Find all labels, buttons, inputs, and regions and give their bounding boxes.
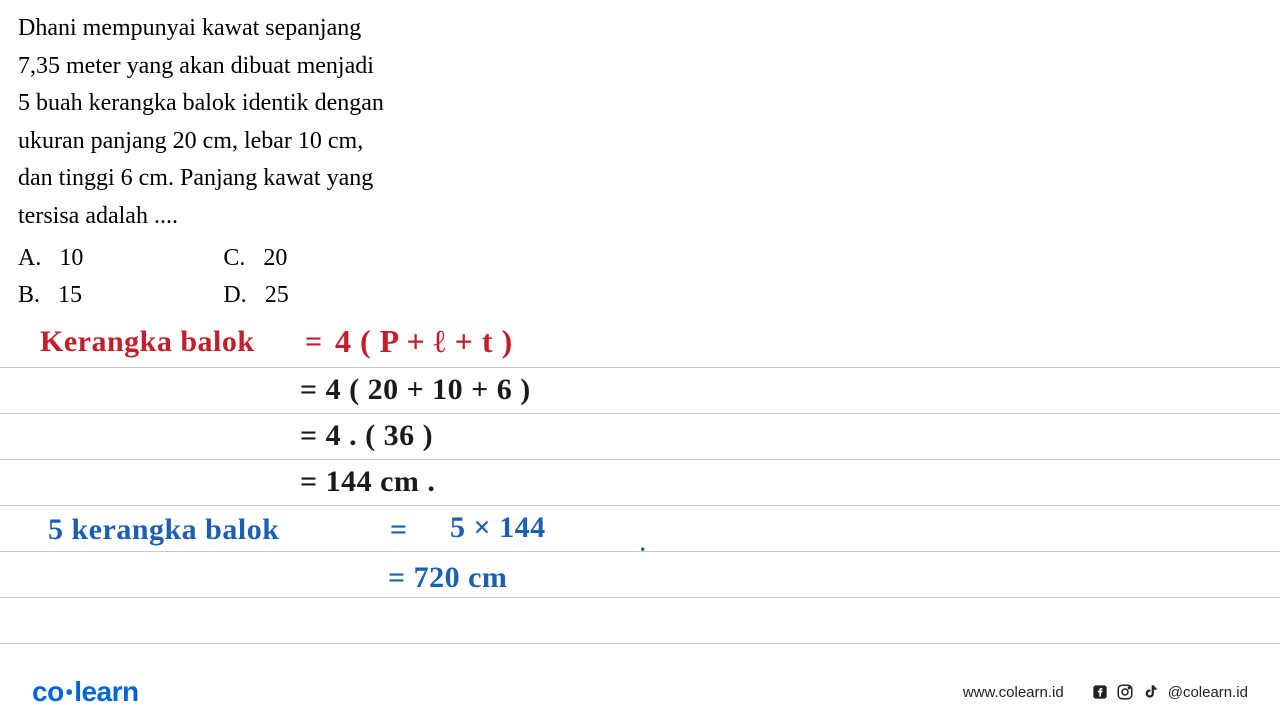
- tiktok-icon: [1142, 683, 1160, 701]
- rule-line: [0, 643, 1280, 644]
- option-letter: A.: [18, 242, 41, 276]
- hand-eq-5: =: [390, 513, 408, 547]
- instagram-icon: [1116, 683, 1134, 701]
- option-b: B. 15: [18, 279, 83, 313]
- footer-url: www.colearn.id: [963, 684, 1064, 701]
- hand-dot: .: [640, 531, 646, 557]
- hand-expr-1: 4 ( P + ℓ + t ): [335, 323, 513, 360]
- question-block: Dhani mempunyai kawat sepanjang 7,35 met…: [0, 0, 1280, 313]
- rule-line: [0, 367, 1280, 368]
- rule-line: [0, 597, 1280, 598]
- footer: co•learn www.colearn.id @colearn.id: [0, 664, 1280, 720]
- option-letter: C.: [223, 242, 245, 276]
- brand-logo: co•learn: [32, 676, 139, 708]
- footer-right: www.colearn.id @colearn.id: [963, 683, 1248, 701]
- brand-dot-icon: •: [66, 682, 73, 704]
- option-value: 10: [59, 242, 83, 276]
- options-block: A. 10 B. 15 C. 20 D. 25: [18, 242, 1262, 313]
- hand-label-1: Kerangka balok: [40, 325, 255, 359]
- social-icons: @colearn.id: [1092, 683, 1248, 701]
- brand-left: co: [32, 676, 64, 707]
- facebook-icon: [1092, 684, 1108, 700]
- question-line: tersisa adalah ....: [18, 200, 1262, 234]
- brand-right: learn: [74, 676, 138, 707]
- question-line: ukuran panjang 20 cm, lebar 10 cm,: [18, 125, 1262, 159]
- question-line: 5 buah kerangka balok identik dengan: [18, 87, 1262, 121]
- rule-line: [0, 505, 1280, 506]
- option-letter: B.: [18, 279, 40, 313]
- hand-line-3: = 4 . ( 36 ): [300, 419, 433, 453]
- question-line: dan tinggi 6 cm. Panjang kawat yang: [18, 162, 1262, 196]
- rule-line: [0, 459, 1280, 460]
- option-letter: D.: [223, 279, 246, 313]
- option-d: D. 25: [223, 279, 288, 313]
- option-value: 25: [265, 279, 289, 313]
- hand-eq-1: =: [305, 325, 323, 359]
- hand-expr-5: 5 × 144: [450, 511, 546, 545]
- option-c: C. 20: [223, 242, 288, 276]
- option-value: 20: [263, 242, 287, 276]
- hand-label-5: 5 kerangka balok: [48, 513, 279, 547]
- social-handle: @colearn.id: [1168, 684, 1248, 701]
- option-a: A. 10: [18, 242, 83, 276]
- hand-line-4: = 144 cm .: [300, 465, 435, 499]
- hand-line-2: = 4 ( 20 + 10 + 6 ): [300, 373, 531, 407]
- question-line: Dhani mempunyai kawat sepanjang: [18, 12, 1262, 46]
- rule-line: [0, 413, 1280, 414]
- question-line: 7,35 meter yang akan dibuat menjadi: [18, 50, 1262, 84]
- hand-line-6: = 720 cm: [388, 561, 507, 595]
- option-value: 15: [58, 279, 82, 313]
